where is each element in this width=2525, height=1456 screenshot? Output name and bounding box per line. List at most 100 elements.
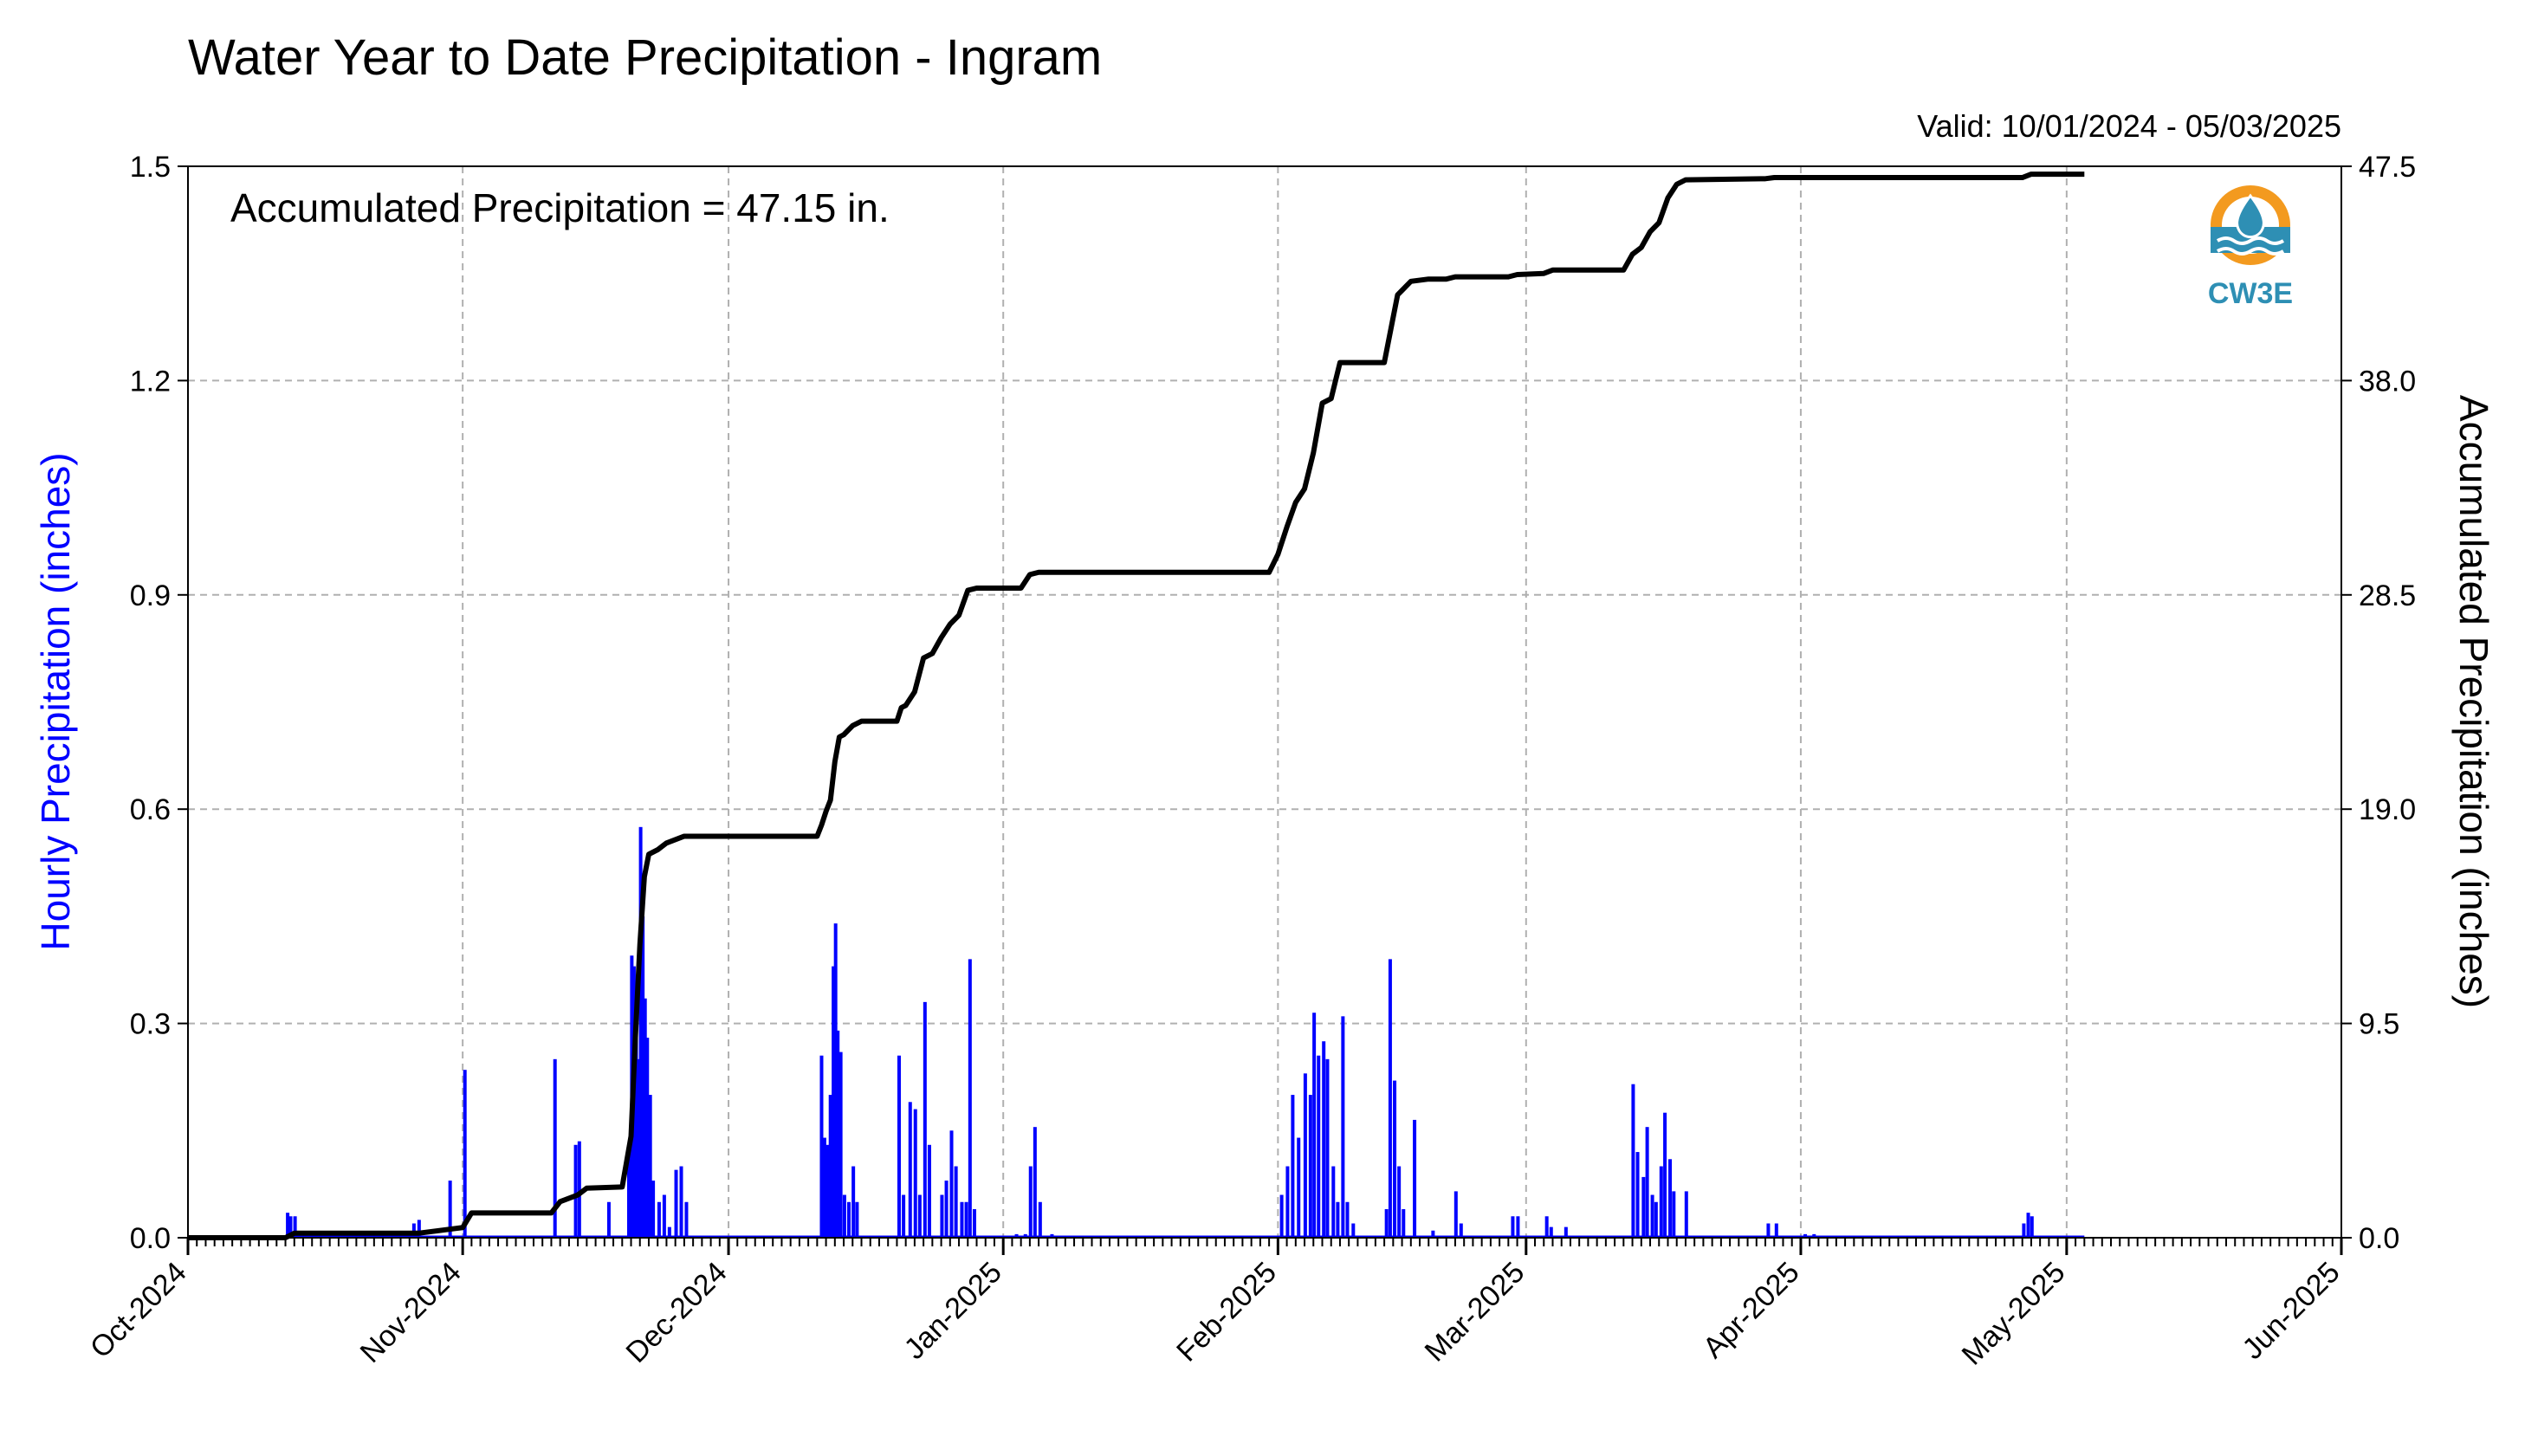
y-left-tick-label: 0.6 [130,793,171,826]
hourly-bar [1312,1013,1317,1238]
hourly-bar [2026,1213,2030,1238]
water-drop-icon [2236,193,2265,239]
cw3e-logo: CW3E [2208,185,2293,310]
hourly-bar [923,1001,927,1238]
hourly-bar [927,1144,931,1238]
hourly-bar [1641,1176,1646,1238]
hourly-bar [1322,1041,1326,1238]
hourly-bar [960,1201,964,1238]
hourly-bar [1635,1152,1640,1238]
hourly-bar [606,1201,611,1238]
hourly-bar [1351,1223,1356,1238]
hourly-bar [626,1152,631,1238]
hourly-bar [1516,1216,1520,1238]
hourly-bar [1544,1216,1549,1238]
hourly-bar [1308,1095,1312,1238]
hourly-bar [573,1144,578,1238]
hourly-bar [1631,1084,1635,1238]
y-left-tick-label: 0.9 [130,579,171,612]
hourly-bar [1645,1127,1649,1238]
hourly-bar [1393,1080,1397,1238]
hourly-bar [825,1144,830,1238]
hourly-bar [288,1216,293,1238]
hourly-bar [917,1194,922,1238]
hourly-bar [944,1181,948,1238]
hourly-bar [1413,1119,1417,1238]
hourly-bar [1388,959,1392,1238]
hourly-bar [641,916,645,1238]
hourly-bar [634,1009,638,1238]
hourly-bar [1331,1166,1336,1238]
hourly-bar [855,1201,859,1238]
hourly-bar [1028,1166,1033,1238]
x-tick-label: Jan-2025 [898,1256,1008,1366]
x-tick-label: Apr-2025 [1697,1256,1806,1365]
x-tick-label: Mar-2025 [1419,1256,1531,1369]
hourly-bar [1402,1209,1406,1238]
hourly-bar [1684,1191,1688,1238]
hourly-bar [637,1058,641,1238]
hourly-bar [645,1038,650,1238]
hourly-bar [1033,1127,1037,1238]
hourly-bar [1672,1191,1676,1238]
hourly-bar [553,1058,557,1238]
y-right-tick-label: 19.0 [2359,793,2416,826]
hourly-bar [1564,1226,1568,1238]
hourly-bar [954,1166,958,1238]
hourly-bar [1397,1166,1402,1238]
logo-text: CW3E [2208,277,2293,310]
y-left-tick-label: 0.0 [130,1222,171,1255]
x-tick-label: Feb-2025 [1170,1256,1283,1369]
accumulated-precipitation-line [188,171,2085,1240]
grid [188,166,2341,1238]
hourly-bar [832,966,836,1238]
hourly-bar [448,1181,452,1238]
plot-frame [187,165,2342,1239]
y-right-tick-label: 38.0 [2359,365,2416,398]
hourly-bar [417,1220,421,1238]
x-tick-label: Oct-2024 [84,1256,193,1365]
y-right-tick-label: 47.5 [2359,151,2416,184]
hourly-bar [1285,1166,1290,1238]
hourly-bar [1549,1226,1553,1238]
hourly-bar [1459,1223,1463,1238]
hourly-bar [1038,1201,1042,1238]
hourly-bar [819,1055,824,1238]
x-tick-label: May-2025 [1956,1256,2072,1372]
hourly-bar [897,1055,901,1238]
hourly-precipitation-bars [188,826,2085,1238]
hourly-bar [847,1201,851,1238]
y-left-tick-label: 1.5 [130,151,171,184]
hourly-bar [1384,1209,1389,1238]
x-tick-label: Dec-2024 [620,1256,734,1369]
hourly-bar [662,1194,666,1238]
hourly-bar [842,1194,846,1238]
hourly-bar [2022,1223,2026,1238]
hourly-bar [1803,1233,1808,1238]
hourly-bar [940,1194,944,1238]
hourly-bar [1341,1016,1345,1238]
y-axis-left-label: Hourly Precipitation (inches) [33,452,78,950]
logo-wave-lines [2216,236,2285,256]
y-right-tick-label: 28.5 [2359,579,2416,612]
hourly-bar [648,1095,652,1238]
hourly-bar [1279,1194,1284,1238]
chart-title: Water Year to Date Precipitation - Ingra… [188,29,1102,86]
hourly-bar [1023,1233,1027,1238]
hourly-bar [411,1223,416,1238]
hourly-bar [902,1194,906,1238]
accumulated-total-annotation: Accumulated Precipitation = 47.15 in. [230,185,890,230]
hourly-bar [1317,1055,1321,1238]
hourly-bar [972,1209,976,1238]
hourly-bar [657,1201,661,1238]
hourly-bar [679,1166,683,1238]
y-right-tick-label: 9.5 [2359,1008,2399,1041]
hourly-bar [1511,1216,1515,1238]
hourly-bar [1766,1223,1771,1238]
y-left-tick-label: 0.3 [130,1008,171,1041]
hourly-bar [1668,1159,1673,1238]
x-tick-label: Nov-2024 [354,1256,468,1369]
hourly-bar [838,1052,843,1238]
hourly-bar [949,1130,954,1238]
hourly-bar [822,1137,826,1238]
